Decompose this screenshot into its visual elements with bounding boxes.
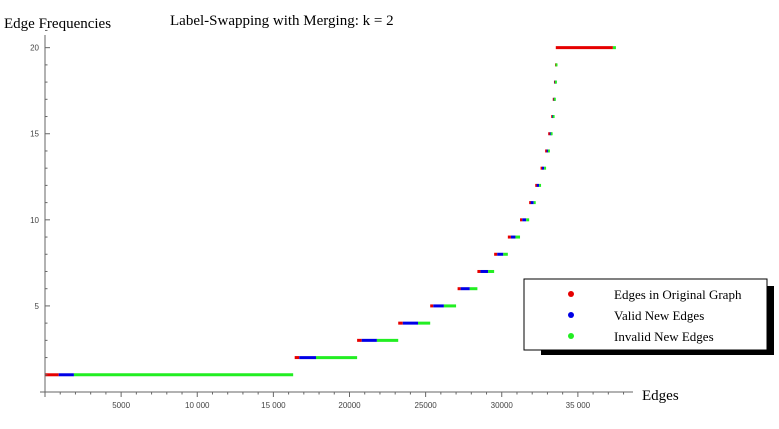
legend-marker — [568, 312, 574, 318]
x-axis-ticks: 5000 10 000 15 000 20000 25000 30000 35 000 — [44, 392, 625, 410]
x-axis-title: Edges — [642, 388, 679, 404]
y-tick-label: 5 — [35, 302, 40, 311]
legend-label: Invalid New Edges — [614, 329, 714, 344]
x-tick-label: 20000 — [338, 401, 361, 410]
x-tick-label: 25000 — [415, 401, 438, 410]
x-tick-label: 30000 — [491, 401, 514, 410]
chart-title: Label-Swapping with Merging: k = 2 — [170, 13, 394, 29]
x-tick-label: 10 000 — [185, 401, 210, 410]
x-tick-label: 5000 — [112, 401, 130, 410]
y-tick-label: 10 — [30, 216, 39, 225]
x-tick-label: 15 000 — [261, 401, 286, 410]
y-tick-label: 20 — [30, 44, 39, 53]
y-tick-label: 15 — [30, 130, 39, 139]
legend: Edges in Original Graph Valid New Edges In… — [523, 278, 774, 355]
legend-marker — [568, 291, 574, 297]
legend-label: Valid New Edges — [614, 308, 704, 323]
legend-label: Edges in Original Graph — [614, 287, 742, 302]
x-tick-label: 35 000 — [566, 401, 591, 410]
legend-box — [523, 278, 768, 351]
legend-marker — [568, 333, 574, 339]
y-axis-ticks: 5 10 15 20 — [30, 29, 50, 376]
y-axis-title: Edge Frequencies — [4, 16, 111, 32]
data-series-group — [45, 46, 616, 377]
